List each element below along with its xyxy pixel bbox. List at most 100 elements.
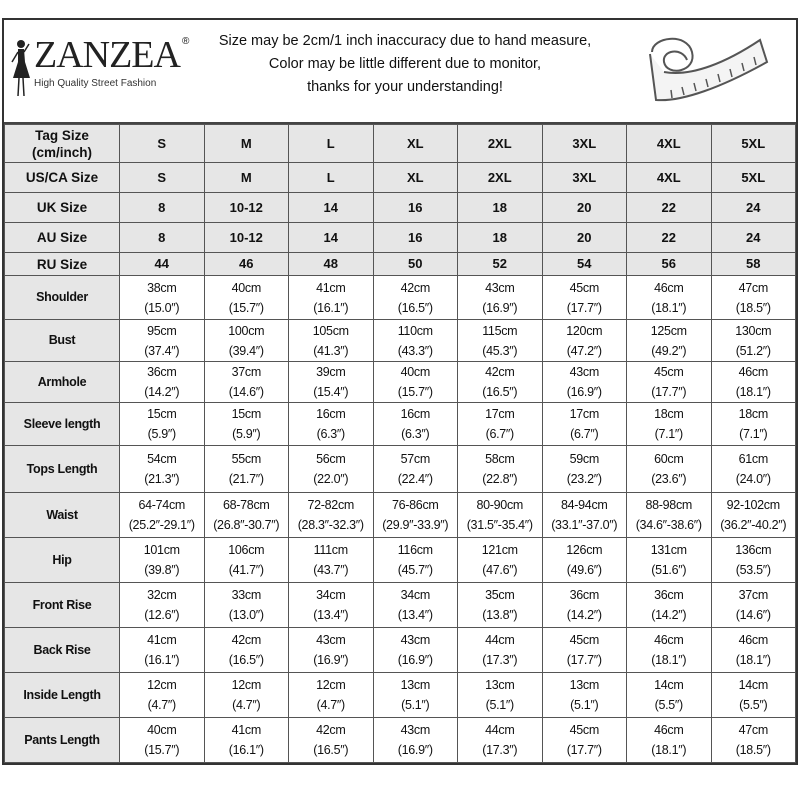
measurement-cell: 15cm (5.9″) — [119, 402, 205, 446]
cm-value: 57cm — [400, 452, 431, 466]
cm-value: 16cm — [316, 407, 346, 421]
cm-value: 110cm — [397, 323, 433, 338]
inch-value: (51.6″) — [651, 563, 687, 577]
cm-value: 76-86cm — [391, 498, 439, 512]
cm-value: 13cm — [400, 678, 431, 692]
measurement-cell: 36cm (14.2″) — [119, 361, 205, 403]
row-label: Tops Length — [4, 445, 120, 493]
size-cell: 10-12 — [203, 222, 289, 253]
inch-value: (37.4″) — [144, 343, 180, 358]
inch-value: (18.1″) — [735, 653, 771, 667]
measurement-cell: 13cm (5.1″) — [457, 672, 543, 718]
inch-value: (14.2″) — [566, 608, 602, 622]
registered-mark: ® — [181, 36, 190, 47]
cm-value: 18cm — [654, 407, 684, 421]
inch-value: (53.5″) — [735, 563, 771, 577]
size-cell: 2XL — [457, 124, 543, 163]
cm-value: 115cm — [482, 323, 518, 338]
size-cell: L — [288, 162, 374, 193]
size-cell: M — [203, 124, 289, 163]
inch-value: (49.6″) — [566, 563, 602, 577]
notice-line: Size may be 2cm/1 inch inaccuracy due to… — [218, 33, 592, 49]
measurement-cell: 72-82cm (28.3″-32.3″) — [288, 492, 374, 538]
size-cell: S — [119, 124, 205, 163]
row-label: RU Size — [4, 252, 120, 276]
inch-value: (16.5″) — [482, 385, 518, 399]
cm-value: 17cm — [485, 407, 515, 421]
measurement-cell: 40cm (15.7″) — [119, 717, 205, 763]
row-label: Sleeve length — [4, 402, 120, 446]
measurement-cell: 44cm (17.3″) — [457, 627, 543, 673]
measuring-tape-icon — [649, 37, 769, 102]
cm-value: 55cm — [231, 452, 262, 466]
measurement-cell: 57cm (22.4″) — [372, 445, 458, 493]
inch-value: (6.3″) — [316, 427, 346, 441]
inch-value: (13.4″) — [313, 608, 349, 622]
measurement-cell: 43cm (16.9″) — [372, 627, 458, 673]
measurement-cell: 60cm (23.6″) — [626, 445, 712, 493]
inch-value: (25.2″-29.1″) — [128, 518, 195, 532]
size-cell: S — [119, 162, 205, 193]
measurement-cell: 17cm (6.7″) — [457, 402, 543, 446]
size-cell: XL — [372, 162, 458, 193]
cm-value: 37cm — [738, 588, 769, 602]
measurement-cell: 125cm (49.2″) — [626, 319, 712, 362]
inch-value: (18.1″) — [651, 653, 687, 667]
cm-value: 40cm — [147, 723, 177, 737]
inch-value: (24.0″) — [735, 472, 771, 486]
cm-value: 42cm — [485, 365, 515, 379]
size-cell: 48 — [288, 252, 374, 276]
size-cell: 4XL — [626, 124, 712, 163]
measurement-cell: 68-78cm (26.8″-30.7″) — [203, 492, 289, 538]
size-cell: 52 — [457, 252, 543, 276]
inch-value: (16.9″) — [397, 743, 433, 757]
inch-value: (18.5″) — [735, 743, 771, 757]
cm-value: 13cm — [485, 678, 515, 692]
woman-silhouette-icon — [11, 40, 30, 97]
measurement-cell: 55cm (21.7″) — [203, 445, 289, 493]
measurement-cell: 43cm (16.9″) — [372, 717, 458, 763]
inch-value: (15.7″) — [397, 385, 433, 399]
cm-value: 61cm — [738, 452, 769, 466]
cm-value: 46cm — [738, 633, 769, 647]
measurement-row: Hip 101cm (39.8″) 106cm (41.7″) 111cm (43.7″) 1… — [4, 537, 796, 583]
cm-value: 43cm — [485, 280, 515, 295]
cm-value: 44cm — [485, 723, 515, 737]
cm-value: 34cm — [400, 588, 431, 602]
measurement-cell: 110cm (43.3″) — [372, 319, 458, 362]
measurement-cell: 45cm (17.7″) — [626, 361, 712, 403]
inch-value: (17.3″) — [482, 653, 518, 667]
measurement-cell: 42cm (16.5″) — [203, 627, 289, 673]
size-cell: 16 — [372, 222, 458, 253]
inch-value: (16.9″) — [313, 653, 349, 667]
inch-value: (41.3″) — [313, 343, 349, 358]
inch-value: (18.1″) — [735, 385, 771, 399]
measurement-cell: 12cm (4.7″) — [288, 672, 374, 718]
cm-value: 58cm — [485, 452, 515, 466]
inch-value: (51.2″) — [735, 343, 771, 358]
measurement-cell: 136cm (53.5″) — [710, 537, 796, 583]
measurement-cell: 100cm (39.4″) — [203, 319, 289, 362]
cm-value: 15cm — [231, 407, 262, 421]
measurement-cell: 36cm (14.2″) — [541, 582, 627, 628]
measurement-cell: 46cm (18.1″) — [710, 361, 796, 403]
size-cell: 24 — [710, 222, 796, 253]
cm-value: 47cm — [738, 723, 769, 737]
measurement-cell: 47cm (18.5″) — [710, 275, 796, 320]
measurement-cell: 61cm (24.0″) — [710, 445, 796, 493]
inch-value: (4.7″) — [316, 698, 346, 712]
inch-value: (17.7″) — [566, 300, 602, 315]
cm-value: 136cm — [735, 543, 772, 557]
inch-value: (43.3″) — [397, 343, 433, 358]
cm-value: 40cm — [231, 280, 262, 295]
inch-value: (5.9″) — [232, 427, 261, 441]
inch-value: (15.4″) — [313, 385, 349, 399]
inch-value: (13.8″) — [482, 608, 518, 622]
measurement-row: Armhole 36cm (14.2″) 37cm (14.6″) 39cm (15.4″)… — [4, 361, 796, 403]
measurement-cell: 44cm (17.3″) — [457, 717, 543, 763]
brand-logo: ZANZEA ® High Quality Street Fashion — [10, 34, 200, 108]
measurement-cell: 37cm (14.6″) — [203, 361, 289, 403]
measurement-cell: 58cm (22.8″) — [457, 445, 543, 493]
inch-value: (5.5″) — [654, 698, 684, 712]
inch-value: (29.9″-33.9″) — [382, 518, 449, 532]
